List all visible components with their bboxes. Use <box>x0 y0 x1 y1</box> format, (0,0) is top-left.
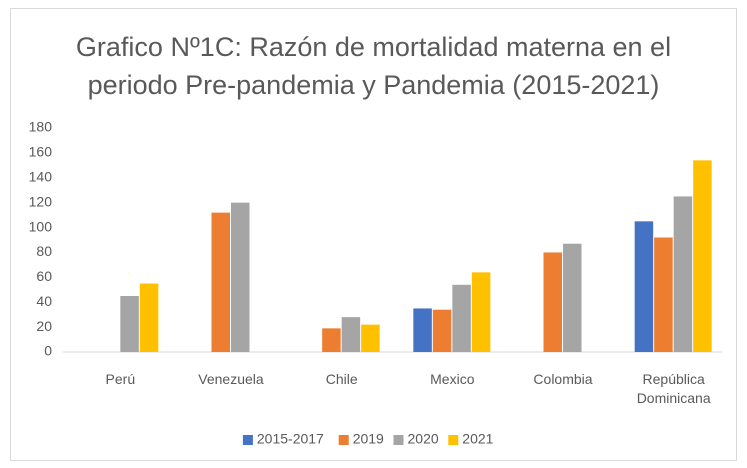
bar <box>563 243 582 352</box>
bar <box>139 283 159 352</box>
bar <box>341 317 361 352</box>
x-tick-label: Venezuela <box>198 371 264 387</box>
legend-swatch <box>393 435 404 445</box>
y-tick-label: 20 <box>36 318 52 334</box>
bar <box>361 324 380 352</box>
y-tick-label: 0 <box>44 343 52 359</box>
bar <box>120 296 139 352</box>
y-tick-label: 60 <box>36 268 52 284</box>
x-tick-label: Colombia <box>533 371 593 387</box>
bar <box>673 196 693 352</box>
chart-title: Grafico Nº1C: Razón de mortalidad matern… <box>75 32 672 100</box>
x-tick-label: Chile <box>325 371 358 387</box>
y-tick-label: 100 <box>29 218 53 234</box>
y-tick-label: 160 <box>29 144 53 160</box>
bar <box>543 252 562 352</box>
x-tick-label: Mexico <box>430 371 475 387</box>
legend-swatch <box>242 435 253 445</box>
bar <box>452 284 471 352</box>
chart-border <box>10 8 737 461</box>
y-tick-label: 80 <box>36 243 52 259</box>
y-tick-label: 40 <box>36 293 52 309</box>
legend-swatch <box>338 435 349 445</box>
x-tick-label: República Dominicana <box>636 371 711 406</box>
legend-label: 2019 <box>353 431 384 447</box>
legend-swatch <box>448 435 459 445</box>
y-tick-label: 140 <box>29 168 53 184</box>
bar <box>634 221 654 352</box>
x-tick-label: Perú <box>105 371 136 387</box>
bar <box>471 272 491 352</box>
legend-label: 2015-2017 <box>257 431 324 447</box>
bar <box>413 308 432 352</box>
bar <box>231 202 250 352</box>
bar <box>211 212 230 352</box>
bar <box>654 237 673 352</box>
bar <box>432 309 452 352</box>
bar <box>322 328 341 352</box>
y-tick-label: 120 <box>29 193 53 209</box>
bar <box>693 160 712 352</box>
y-tick-label: 180 <box>29 119 53 135</box>
legend-label: 2021 <box>462 431 493 447</box>
legend-label: 2020 <box>408 431 439 447</box>
